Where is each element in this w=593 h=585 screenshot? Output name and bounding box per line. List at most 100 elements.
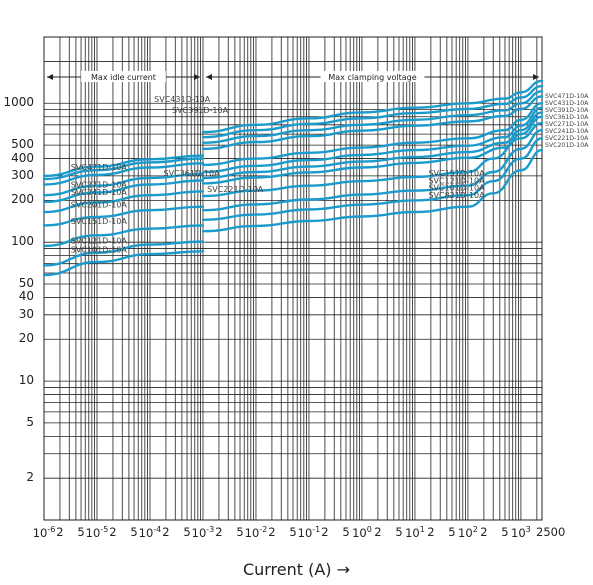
- x-tick-label: 5: [448, 525, 456, 539]
- series-inline-label: SVC241D-10A: [71, 188, 128, 197]
- x-tick-label: 5: [501, 525, 509, 539]
- curve-layer: [42, 79, 544, 277]
- x-tick-label: 10-6: [32, 525, 56, 540]
- series-line-svc271d-10a-right: [201, 102, 544, 167]
- series-line-svc121d-10a-right: [201, 129, 544, 212]
- series-line-svc201d-10a-left: [42, 190, 205, 214]
- y-tick-label: 30: [18, 306, 34, 321]
- x-tick-label: 5: [289, 525, 297, 539]
- series-inline-label: SVC221D-10A: [207, 185, 264, 194]
- x-tick-label: 5: [342, 525, 350, 539]
- y-tick-label: 5: [26, 414, 34, 429]
- series-line-svc431d-10a-left: [42, 157, 205, 181]
- series-inline-label: SVC391D-10A: [172, 106, 229, 115]
- right-arrow-icon: →: [336, 560, 351, 579]
- x-tick-label: 2: [215, 525, 223, 539]
- x-tick-label: 2: [374, 525, 382, 539]
- x-tick-label: 5: [77, 525, 85, 539]
- series-right-label: SVC221D-10A: [545, 135, 589, 142]
- x-tick-label: 2: [56, 525, 64, 539]
- series-inline-label: SVC121D-10A: [428, 176, 485, 185]
- series-inline-label: SVC471D-10A: [71, 163, 128, 172]
- x-tick-label: 10-5: [85, 525, 109, 540]
- series-inline-label: SVC821D-10A: [428, 191, 485, 200]
- y-tick-label: 100: [11, 234, 34, 249]
- series-line-svc361d-10a-left: [42, 162, 205, 186]
- inline-label-layer: SVC431D-10ASVC391D-10ASVC471D-10ASVC361D…: [71, 93, 589, 255]
- series-line-svc431d-10a-right: [201, 84, 544, 139]
- region-label-bg: [320, 71, 425, 82]
- series-line-svc471d-10a-right: [201, 79, 544, 134]
- series-line-svc101d-10a-right: [201, 137, 544, 221]
- x-tick-label: 5: [183, 525, 191, 539]
- region-arrow-icon: [47, 74, 53, 80]
- y-tick-label: 300: [11, 167, 34, 182]
- y-tick-label: 200: [11, 192, 34, 207]
- x-tick-label: 102: [458, 525, 478, 540]
- series-line-svc201d-10a-right: [201, 115, 544, 185]
- series-inline-label: SVC101D-10A: [71, 246, 128, 255]
- x-tick-label: 10-4: [138, 525, 162, 540]
- series-line-svc361d-10a-right: [201, 95, 544, 150]
- series-line-svc151d-10a-left: [42, 205, 205, 227]
- region-label-layer: Max idle current Max clamping voltage: [47, 71, 539, 82]
- series-right-label: SVC471D-10A: [545, 93, 589, 100]
- x-tick-label: 10-2: [244, 525, 268, 540]
- series-line-svc821d-10a-left: [42, 250, 205, 277]
- series-inline-label: SVC361D-10A: [164, 169, 221, 178]
- series-inline-label: SVC101D-10A: [428, 184, 485, 193]
- x-tick-label: 2: [268, 525, 276, 539]
- x-tick-label: 2: [321, 525, 329, 539]
- x-axis-label: Current (A): [242, 560, 332, 579]
- x-tick-label: 5: [236, 525, 244, 539]
- x-tick-label: 2: [480, 525, 488, 539]
- x-tick-label: 101: [405, 525, 425, 540]
- series-right-label: SVC431D-10A: [545, 100, 589, 107]
- y-tick-label: 2: [26, 470, 34, 485]
- y-tick-label: 10: [18, 373, 34, 388]
- region-arrow-icon: [205, 74, 212, 80]
- series-inline-label: SVC201D-10A: [71, 200, 128, 209]
- series-line-svc151d-10a-right: [201, 121, 544, 198]
- region-arrow-icon: [193, 74, 200, 80]
- series-line-svc241d-10a-left: [42, 179, 205, 204]
- series-inline-label: SVC271D-10A: [71, 180, 128, 189]
- region-arrow-icon: [533, 74, 539, 80]
- series-right-label: SVC391D-10A: [545, 107, 589, 114]
- region-label-bg: [81, 71, 166, 82]
- x-tick-label: 5: [130, 525, 138, 539]
- y-tick-label: 500: [11, 137, 34, 152]
- x-tick-label: 2: [109, 525, 117, 539]
- series-inline-label: SVC151D-10A: [71, 217, 128, 226]
- series-line-svc221d-10a-right: [201, 111, 544, 180]
- y-tick-label: 40: [18, 289, 34, 304]
- series-line-svc391d-10a-right: [201, 90, 544, 144]
- series-line-svc241d-10a-right: [201, 106, 544, 174]
- x-tick-label: 2500: [536, 525, 566, 539]
- series-line-svc821d-10a-right: [201, 148, 544, 233]
- x-axis-title: Current (A) →: [0, 560, 593, 579]
- series-right-label: SVC361D-10A: [545, 114, 589, 121]
- series-line-svc471d-10a-left: [42, 154, 205, 178]
- series-right-label: SVC271D-10A: [545, 121, 589, 128]
- x-tick-label: 2: [162, 525, 170, 539]
- x-tick-label: 10-3: [191, 525, 215, 540]
- y-tick-label: 50: [18, 275, 34, 290]
- series-inline-label: SVC151D-10A: [428, 169, 485, 178]
- x-tick-label: 100: [352, 525, 372, 540]
- region-label: Max clamping voltage: [328, 73, 416, 82]
- x-tick-label: 5: [395, 525, 403, 539]
- series-right-label: SVC201D-10A: [545, 142, 589, 149]
- series-line-svc101d-10a-left: [42, 240, 205, 267]
- series-line-svc121d-10a-left: [42, 224, 205, 248]
- series-right-label: SVC241D-10A: [545, 128, 589, 135]
- y-tick-label: 1000: [3, 95, 34, 110]
- region-label: Max idle current: [91, 73, 156, 82]
- x-tick-label: 103: [511, 525, 531, 540]
- y-tick-label: 20: [18, 331, 34, 346]
- x-tick-label: 10-1: [297, 525, 321, 540]
- series-inline-label: SVC431D-10A: [154, 95, 211, 104]
- y-tick-label: 400: [11, 150, 34, 165]
- x-tick-label: 2: [427, 525, 435, 539]
